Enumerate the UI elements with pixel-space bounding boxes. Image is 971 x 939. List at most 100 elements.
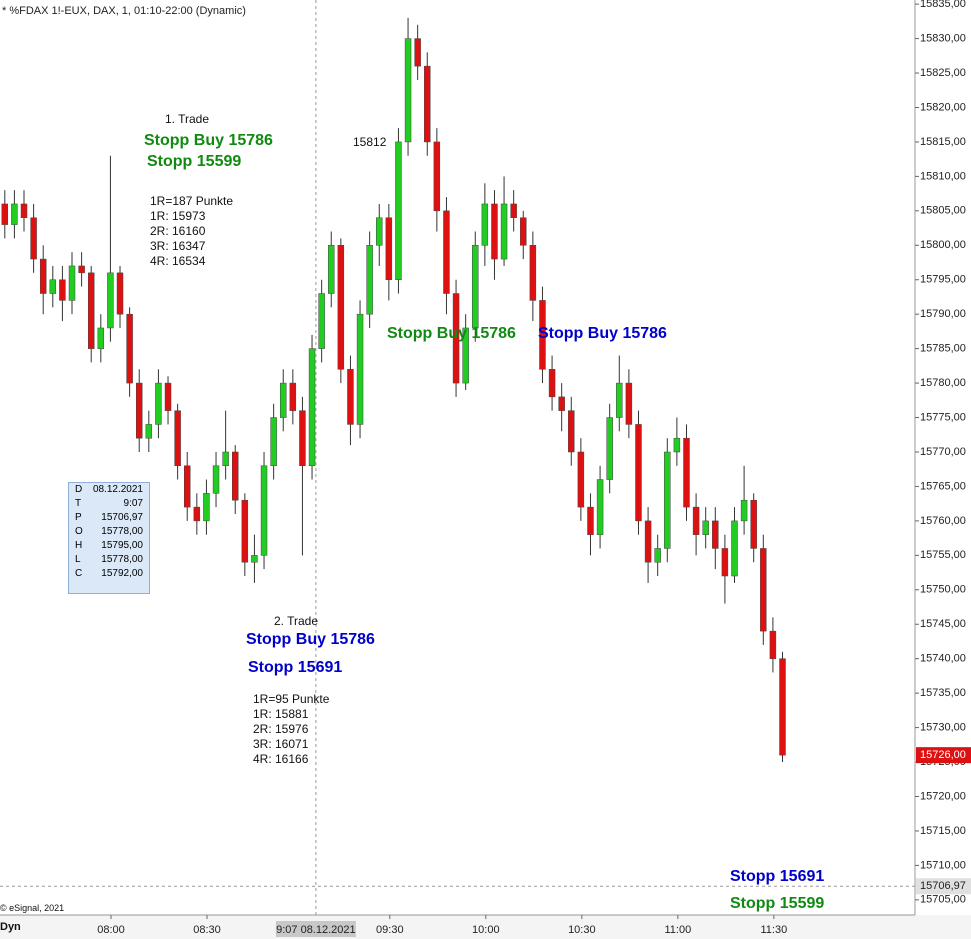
- candle-body: [760, 548, 767, 632]
- candle-body: [347, 369, 354, 425]
- y-tick-label: 15815,00: [920, 136, 966, 148]
- candle-body: [472, 245, 479, 329]
- candle-body: [212, 465, 220, 494]
- y-tick-label: 15760,00: [920, 515, 966, 527]
- candle-body: [443, 210, 450, 294]
- data-window-value: 15706,97: [101, 512, 143, 523]
- candle-body: [731, 520, 738, 577]
- y-tick-label: 15830,00: [920, 32, 966, 44]
- chart-title: * %FDAX 1!-EUX, DAX, 1, 01:10-22:00 (Dyn…: [2, 5, 246, 17]
- crosshair-x-label: 9:07 08.12.2021: [276, 924, 356, 936]
- candle-body: [577, 451, 585, 508]
- candle-body: [635, 424, 642, 522]
- candle-body: [385, 217, 393, 280]
- candle-body: [587, 506, 594, 535]
- candle-body: [395, 141, 402, 280]
- candle-body: [491, 203, 498, 260]
- candle-body: [683, 437, 690, 508]
- annotation: 2R: 16160: [150, 224, 206, 238]
- candle-body: [529, 245, 537, 301]
- candle-body: [87, 272, 95, 349]
- y-tick-label: 15785,00: [920, 343, 966, 355]
- candle-body: [500, 203, 508, 260]
- data-window-row: T 9:07: [69, 497, 149, 511]
- crosshair-y-label: 15706,97: [920, 880, 966, 892]
- data-window-key: P: [75, 512, 82, 523]
- y-tick-label: 15705,00: [920, 894, 966, 906]
- candle-body: [376, 217, 383, 246]
- candle-body: [59, 279, 66, 301]
- candle-body: [664, 451, 671, 549]
- dyn-button[interactable]: Dyn: [0, 921, 21, 933]
- candle-body: [644, 520, 652, 563]
- annotation: 1R: 15881: [253, 707, 309, 721]
- y-tick-label: 15805,00: [920, 205, 966, 217]
- candle-body: [510, 203, 517, 218]
- y-tick-label: 15775,00: [920, 411, 966, 423]
- candle-body: [558, 396, 565, 411]
- x-tick-label: 10:00: [472, 924, 500, 936]
- annotation: 3R: 16347: [150, 239, 206, 253]
- y-tick-label: 15715,00: [920, 825, 966, 837]
- candle-body: [481, 203, 489, 246]
- annotation: 1R=95 Punkte: [253, 692, 330, 706]
- candle-body: [596, 479, 604, 535]
- candle-body: [414, 38, 421, 67]
- candle-body: [49, 279, 57, 294]
- x-tick-label: 11:00: [664, 924, 691, 936]
- data-window-key: D: [75, 484, 83, 495]
- y-tick-label: 15750,00: [920, 584, 966, 596]
- candle-body: [568, 410, 575, 453]
- candle-body: [356, 313, 364, 425]
- annotation: Stopp 15599: [147, 153, 242, 170]
- data-window-value: 08.12.2021: [92, 484, 143, 495]
- candle-body: [424, 65, 431, 143]
- candle-body: [740, 499, 748, 522]
- y-tick-label: 15740,00: [920, 653, 966, 665]
- y-tick-label: 15825,00: [920, 67, 966, 79]
- candle-body: [520, 217, 527, 246]
- candle-body: [779, 658, 786, 756]
- candle-body: [328, 245, 335, 294]
- candle-body: [712, 520, 719, 549]
- candle-body: [673, 437, 681, 453]
- y-tick-label: 15795,00: [920, 274, 966, 286]
- source: © eSignal, 2021: [0, 903, 65, 913]
- candle-body: [337, 245, 345, 370]
- y-tick-label: 15800,00: [920, 239, 966, 251]
- annotation: 1R=187 Punkte: [150, 194, 234, 208]
- last-price-label: 15726,00: [920, 749, 966, 761]
- data-window-value: 15778,00: [101, 554, 143, 565]
- y-tick-label: 15710,00: [920, 859, 966, 871]
- y-tick-label: 15835,00: [920, 0, 966, 10]
- candle-body: [11, 203, 18, 225]
- candle-body: [625, 382, 633, 425]
- data-window-row: O 15778,00: [69, 525, 149, 539]
- candle-body: [135, 382, 143, 439]
- y-tick-label: 15790,00: [920, 308, 966, 320]
- data-window-value: 15778,00: [101, 526, 143, 537]
- y-tick-label: 15745,00: [920, 618, 966, 630]
- data-window-value: 15792,00: [101, 568, 143, 579]
- y-tick-label: 15780,00: [920, 377, 966, 389]
- y-tick-label: 15755,00: [920, 549, 966, 561]
- candle-body: [222, 451, 229, 467]
- candle-body: [30, 217, 37, 260]
- annotation: Stopp 15691: [248, 659, 343, 676]
- candle-body: [97, 327, 105, 349]
- data-window-key: L: [75, 554, 81, 565]
- candle-body: [183, 465, 191, 508]
- x-tick-label: 08:00: [97, 924, 125, 936]
- candle-body: [145, 424, 153, 439]
- annotation: 2. Trade: [274, 614, 319, 628]
- y-tick-label: 15720,00: [920, 790, 966, 802]
- candle-body: [404, 38, 412, 143]
- candle-body: [299, 410, 306, 467]
- data-window-key: C: [75, 568, 83, 579]
- annotation: Stopp Buy 15786: [144, 132, 273, 149]
- data-window: D 08.12.2021 T 9:07 P 15706,97 O 15778,00 H 15795…: [68, 482, 150, 594]
- y-tick-label: 15735,00: [920, 687, 966, 699]
- candle-body: [107, 272, 114, 329]
- candle-body: [318, 293, 325, 349]
